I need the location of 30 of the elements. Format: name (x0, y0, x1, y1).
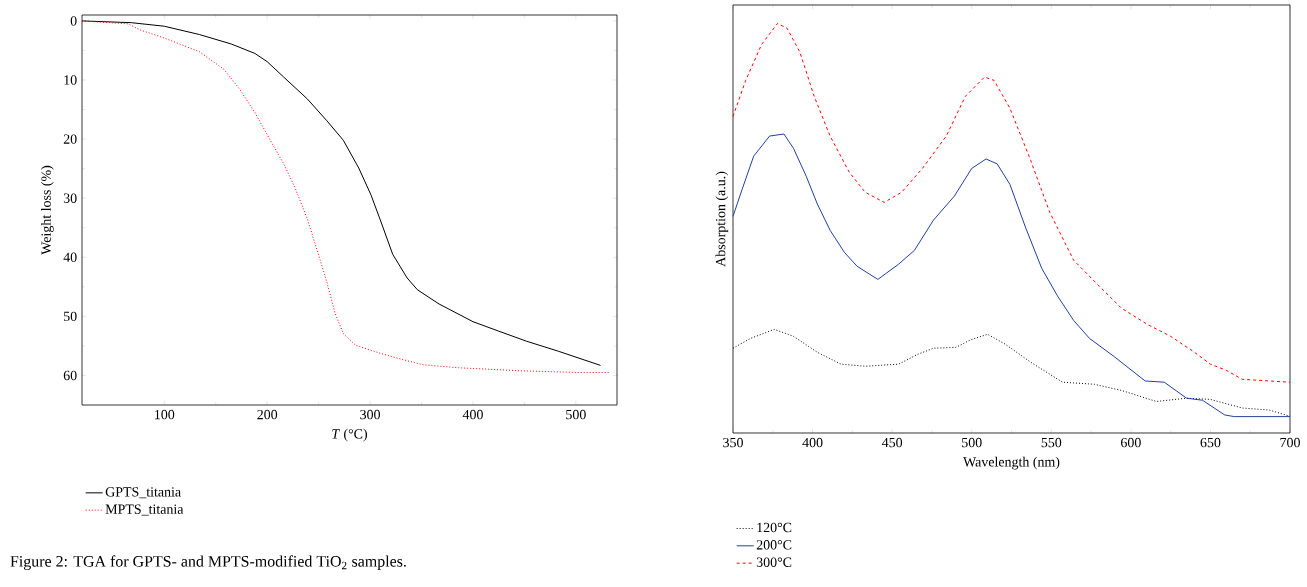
x-tick-label: 700 (1280, 437, 1300, 448)
x-axis-title: Wavelength (nm) (963, 456, 1060, 470)
legend-label: MPTS_titania (105, 504, 184, 516)
y-tick-label: 30 (63, 193, 77, 203)
y-axis-title: Absorption (a.u.) (715, 171, 729, 267)
x-tick-label: 500 (566, 409, 586, 420)
x-tick-label: 600 (1121, 437, 1141, 448)
x-tick-label: 650 (1200, 437, 1221, 448)
legend-label: 200°C (756, 540, 792, 550)
x-axis-title: T (°C) (332, 428, 368, 442)
x-tick-label: 300 (360, 409, 380, 420)
y-tick-label: 40 (63, 252, 77, 262)
legend-label: GPTS_titania (105, 487, 181, 499)
y-axis-title: Weight loss (%) (41, 165, 54, 255)
x-tick-label: 500 (962, 437, 982, 448)
y-tick-label: 10 (64, 75, 77, 85)
caption: Figure 2: TGA for GPTS- and MPTS-modified TiO$_{2}$ samples. (10, 555, 406, 571)
x-tick-label: 200 (257, 409, 278, 420)
x-tick-label: 100 (155, 409, 175, 420)
x-tick-label: 350 (723, 437, 743, 448)
y-tick-label: 50 (64, 311, 77, 322)
x-tick-label: 400 (802, 437, 823, 448)
y-tick-label: 60 (63, 370, 77, 381)
legend-label: 120°C (757, 522, 792, 533)
x-tick-label: 550 (1041, 437, 1062, 448)
y-tick-label: 20 (63, 134, 77, 144)
y-tick-label: 0 (70, 16, 77, 26)
x-tick-label: 400 (462, 409, 483, 420)
legend-label: 300°C (756, 557, 792, 567)
x-tick-label: 450 (881, 437, 903, 448)
